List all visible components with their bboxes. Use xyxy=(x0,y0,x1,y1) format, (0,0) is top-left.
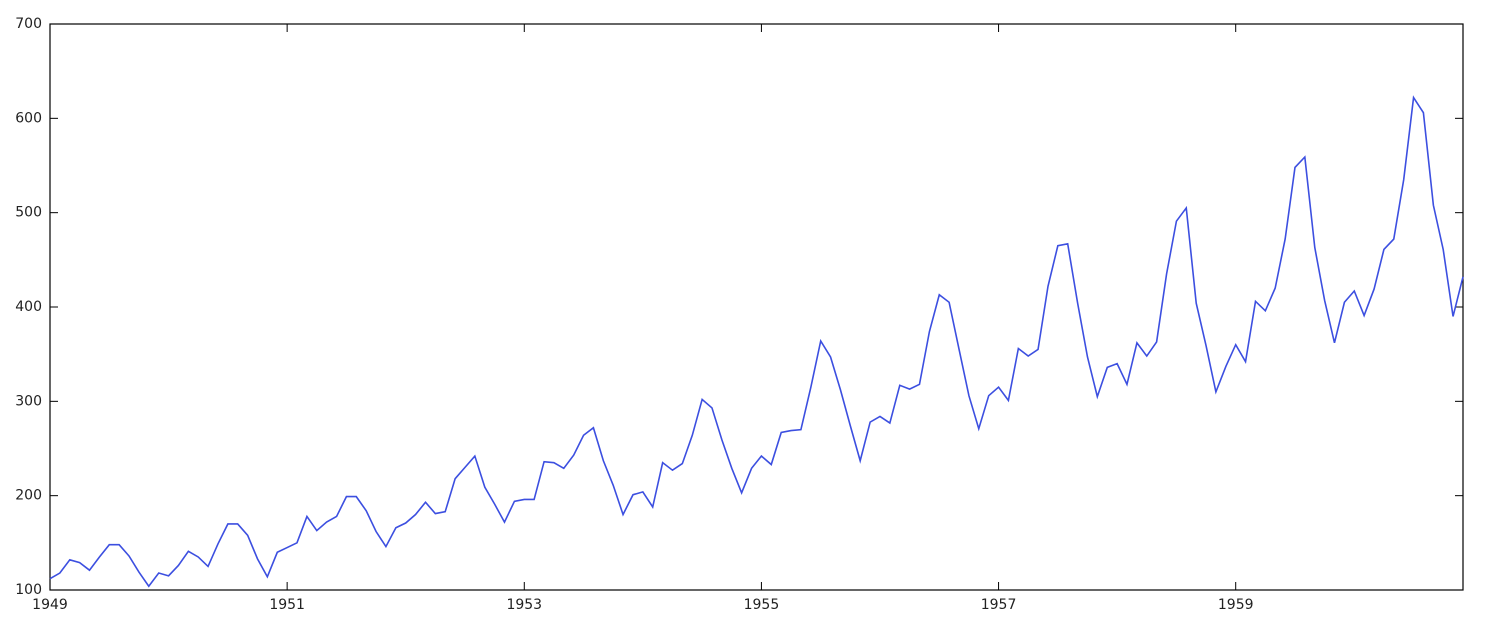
line xyxy=(49,95,1464,588)
x-tick-label: 1949 xyxy=(32,597,68,613)
x-tick-label: 1959 xyxy=(1218,597,1254,613)
y-tick-label: 100 xyxy=(15,582,42,598)
plot-frame xyxy=(49,23,1464,591)
x-tick-label: 1957 xyxy=(981,597,1017,613)
x-tick-label: 1953 xyxy=(506,597,542,613)
y-tick-label: 500 xyxy=(15,205,42,221)
y-tick-label: 700 xyxy=(15,16,42,32)
x-tick-label: 1951 xyxy=(269,597,305,613)
y-tick-label: 400 xyxy=(15,299,42,315)
y-tick-label: 600 xyxy=(15,110,42,126)
x-tick-label: 1955 xyxy=(744,597,780,613)
y-tick-label: 200 xyxy=(15,488,42,504)
y-tick-label: 300 xyxy=(15,393,42,409)
